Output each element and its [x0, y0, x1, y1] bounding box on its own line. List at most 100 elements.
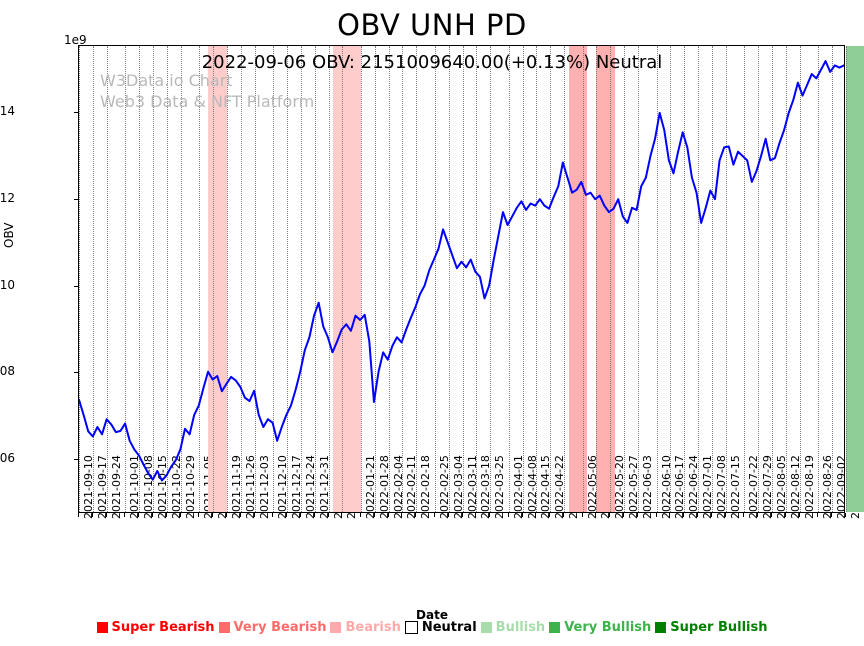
x-axis-tick-mark [313, 513, 315, 517]
x-axis-tick-mark [373, 513, 375, 517]
x-axis-tick-mark [253, 513, 255, 517]
gridline [273, 46, 275, 512]
x-axis-tick-mark [771, 513, 773, 517]
legend-item[interactable]: Neutral [404, 620, 477, 635]
y-axis-tick-label: 2.08 [0, 364, 15, 379]
legend-item[interactable]: Bearish [330, 620, 401, 635]
x-axis-tick-mark [91, 513, 93, 517]
x-axis-tick-mark [724, 513, 726, 517]
x-axis-tick-mark [609, 513, 611, 517]
x-axis-tick-mark [272, 513, 274, 517]
chart-subtitle: 2022-09-06 OBV: 2151009640.00(+0.13%) Ne… [201, 52, 663, 73]
state-band [333, 46, 361, 512]
legend-item[interactable]: Bullish [480, 620, 545, 635]
x-axis-tick-mark [105, 513, 107, 517]
gridline [402, 46, 404, 512]
x-axis-tick-mark [327, 513, 329, 517]
x-axis-tick-mark [211, 513, 213, 517]
x-axis-tick-mark [433, 513, 435, 517]
gridline [300, 46, 303, 512]
gridline [139, 46, 141, 512]
x-axis-tick-mark [655, 513, 657, 517]
y-axis-tick-label: 2.06 [0, 450, 15, 465]
gridline [286, 46, 289, 512]
gridline [314, 46, 317, 512]
x-axis-tick-mark [845, 513, 846, 517]
gridlines-layer [79, 46, 847, 512]
gridline [152, 46, 155, 512]
state-band [846, 46, 864, 512]
gridline [254, 46, 257, 512]
state-band [208, 46, 227, 512]
gridline [564, 46, 566, 512]
gridline [226, 46, 229, 512]
legend-swatch-icon [96, 622, 108, 633]
legend-item[interactable]: Super Bullish [655, 620, 768, 635]
gridline [656, 46, 659, 512]
x-axis-tick-mark [549, 513, 551, 517]
legend-swatch-icon [218, 622, 230, 633]
gridline [416, 46, 418, 512]
gridline [596, 46, 598, 512]
state-band [568, 46, 588, 512]
x-axis-tick-mark [447, 513, 449, 517]
legend-label: Very Bearish [233, 620, 327, 635]
gridline [125, 46, 127, 512]
x-axis-tick-mark [711, 513, 712, 517]
y-axis-tick-mark [74, 198, 78, 200]
x-axis-tick-mark [831, 513, 833, 517]
x-axis-tick-mark [683, 513, 685, 517]
legend-label: Very Bullish [564, 620, 652, 635]
x-axis-tick-mark [299, 513, 301, 517]
gridline [712, 46, 714, 512]
chart-title: OBV UNH PD [337, 8, 527, 42]
x-axis-label: Date [416, 608, 448, 622]
x-axis-tick-mark [521, 513, 523, 517]
legend-swatch-icon [655, 622, 667, 633]
gridline [624, 46, 626, 512]
x-axis-tick-mark [198, 513, 200, 517]
legend-item[interactable]: Super Bearish [96, 620, 215, 635]
x-axis-tick-mark [784, 513, 786, 517]
x-axis-tick-mark [475, 513, 477, 517]
x-axis-tick-mark [415, 513, 417, 517]
x-axis-tick-mark [78, 513, 79, 517]
gridline [240, 46, 243, 512]
legend-label: Super Bullish [670, 620, 768, 635]
gridline [508, 46, 511, 512]
obv-line-series [79, 46, 844, 512]
gridline [846, 46, 848, 512]
x-axis-tick-mark [239, 513, 241, 517]
x-axis-tick-mark [637, 513, 639, 517]
y-axis-tick-mark [74, 285, 78, 287]
y-axis-tick-mark [74, 458, 78, 460]
gridline [522, 46, 525, 512]
gridline [744, 46, 746, 512]
gridline [550, 46, 552, 512]
gridline [536, 46, 538, 512]
state-band [596, 46, 615, 512]
legend-item[interactable]: Very Bullish [549, 620, 651, 635]
gridline [725, 46, 728, 512]
x-axis-tick-mark [507, 513, 509, 517]
gridline [360, 46, 363, 512]
plot-area [78, 45, 864, 513]
gridline [166, 46, 169, 512]
gridline [670, 46, 672, 512]
x-axis-tick-mark [179, 513, 181, 517]
legend-item[interactable]: Very Bearish [218, 620, 327, 635]
x-axis-tick-mark [743, 513, 745, 517]
x-axis-tick-mark [341, 513, 343, 517]
legend-swatch-icon [549, 622, 561, 633]
y-axis-tick-mark [74, 112, 78, 114]
x-axis-tick-mark [359, 513, 361, 517]
gridline [448, 46, 451, 512]
x-axis-tick-mark [563, 513, 565, 517]
legend-label: Neutral [421, 620, 477, 635]
gridline [832, 46, 834, 512]
x-axis-tick-mark [669, 513, 671, 517]
gridline [92, 46, 95, 512]
gridline [698, 46, 700, 512]
chart-legend: Super Bearish Very Bearish Bearish Neutral B… [0, 620, 864, 635]
